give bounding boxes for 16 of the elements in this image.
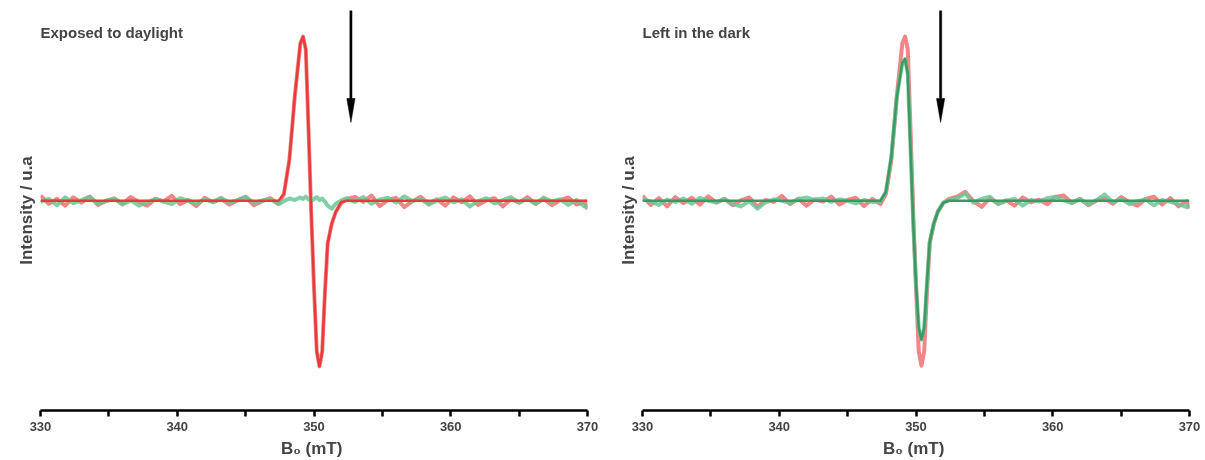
x-axis-title: B₀ (mT) (882, 438, 945, 458)
x-tick-label: 330 (29, 418, 52, 434)
x-tick-label: 360 (439, 418, 462, 434)
x-tick-label: 340 (166, 418, 189, 434)
y-axis-title: Intensity / u.a (618, 155, 638, 265)
chart-title: Exposed to daylight (40, 23, 184, 41)
x-tick-label: 350 (303, 418, 325, 434)
chart-title: Left in the dark (642, 23, 751, 41)
x-axis-title: B₀ (mT) (280, 438, 343, 458)
x-tick-label: 330 (631, 418, 654, 434)
x-tick-label: 360 (1041, 418, 1064, 434)
x-tick-label: 370 (1178, 418, 1201, 434)
x-tick-label: 370 (576, 418, 599, 434)
y-axis-title: Intensity / u.a (16, 155, 36, 265)
x-tick-label: 340 (768, 418, 791, 434)
x-tick-label: 350 (905, 418, 927, 434)
